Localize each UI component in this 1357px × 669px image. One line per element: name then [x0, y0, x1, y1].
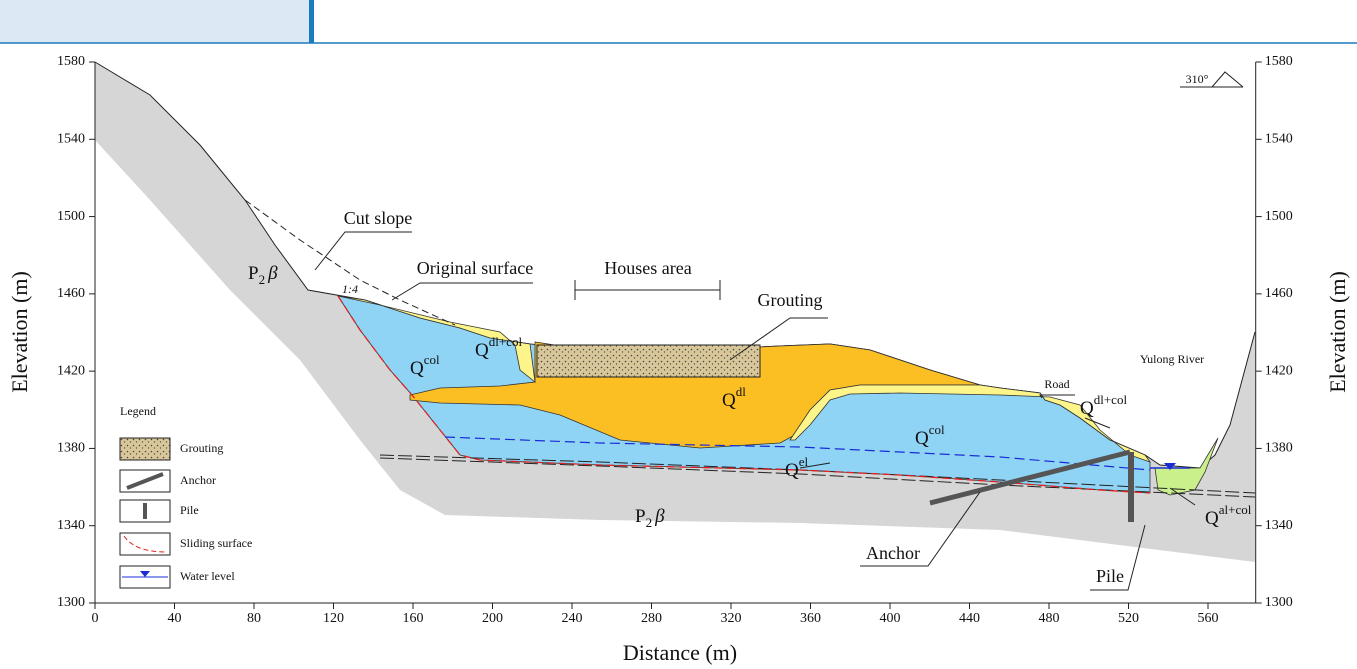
- stratum-base: Q: [722, 390, 736, 411]
- legend-label: Sliding surface: [180, 536, 252, 550]
- x-tick-label: 320: [721, 611, 742, 626]
- annotation: Road: [1044, 377, 1069, 391]
- x-tick-label: 200: [482, 611, 503, 626]
- annotation: Houses area: [604, 258, 691, 278]
- x-tick-label: 480: [1039, 611, 1060, 626]
- annotation: 1:4: [342, 282, 358, 296]
- stratum-greek: β: [654, 506, 665, 527]
- annotation: 310°: [1186, 72, 1209, 86]
- stratum-sup: el: [799, 454, 809, 469]
- y-axis-title: Elevation (m): [7, 271, 32, 393]
- cut-slope-leader: [315, 232, 412, 270]
- x-axis-title: Distance (m): [623, 640, 737, 665]
- x-tick-label: 40: [168, 611, 182, 626]
- stratum-sup: dl+col: [489, 334, 523, 349]
- stratum-sup: col: [929, 422, 945, 437]
- x-tick-label: 120: [323, 611, 344, 626]
- annotation: Cut slope: [344, 208, 413, 228]
- stratum-greek: β: [267, 263, 278, 284]
- annotation: Yulong River: [1140, 352, 1204, 366]
- stratum-sup: dl+col: [1094, 392, 1128, 407]
- y-tick-label: 1500: [57, 209, 85, 224]
- stratum-sup: col: [424, 352, 440, 367]
- stratum-base: Q: [915, 428, 929, 449]
- stratum-label: Qdl+col: [1080, 392, 1127, 419]
- x-tick-label: 160: [403, 611, 424, 626]
- legend-label: Pile: [180, 503, 199, 517]
- annotation: Pile: [1096, 566, 1124, 586]
- legend-label: Grouting: [180, 441, 223, 455]
- original-surface-leader: [392, 283, 533, 300]
- x-tick-label: 0: [92, 611, 99, 626]
- grouting-zone: [537, 345, 760, 377]
- x-tick-label: 440: [959, 611, 980, 626]
- y2-tick-label: 1460: [1265, 286, 1293, 301]
- header-band: [0, 0, 310, 43]
- y2-tick-label: 1500: [1265, 209, 1293, 224]
- x-tick-label: 240: [562, 611, 583, 626]
- section: [95, 62, 1255, 590]
- legend: [120, 438, 170, 588]
- stratum-sub: 2: [259, 272, 266, 287]
- y-tick-label: 1340: [57, 518, 85, 533]
- stratum-base: Q: [410, 358, 424, 379]
- diagram: 0 40 80 120 160 200 240 280 320 360 400 440 480 520 56…: [0, 0, 1357, 669]
- annotation: Grouting: [758, 290, 823, 310]
- pile: [1128, 452, 1134, 522]
- x-tick-label: 280: [641, 611, 662, 626]
- header: [0, 0, 1357, 43]
- x-tick-label: 360: [800, 611, 821, 626]
- legend-pile: [143, 503, 147, 519]
- stratum-base: P: [248, 263, 259, 284]
- y2-tick-label: 1580: [1265, 54, 1293, 69]
- stratum-base: Q: [1205, 508, 1219, 529]
- y-tick-label: 1580: [57, 54, 85, 69]
- y-tick-label: 1420: [57, 363, 85, 378]
- stratum-sup: al+col: [1219, 502, 1252, 517]
- stratum-sup: dl: [736, 384, 747, 399]
- stratum-base: P: [635, 506, 646, 527]
- stratum-base: Q: [475, 340, 489, 361]
- legend-title: Legend: [120, 404, 156, 418]
- y-tick-label: 1380: [57, 441, 85, 456]
- annotation: Anchor: [866, 543, 920, 563]
- legend-label: Water level: [180, 569, 235, 583]
- legend-grouting: [120, 438, 170, 460]
- y2-tick-label: 1420: [1265, 363, 1293, 378]
- y-tick-label: 1460: [57, 286, 85, 301]
- x-tick-label: 560: [1198, 611, 1219, 626]
- x-tick-label: 80: [247, 611, 261, 626]
- houses-bracket: [575, 280, 720, 300]
- x-tick-label: 400: [880, 611, 901, 626]
- y-tick-label: 1540: [57, 132, 85, 147]
- y2-tick-label: 1540: [1265, 132, 1293, 147]
- y2-tick-label: 1300: [1265, 595, 1293, 610]
- y2-axis-title: Elevation (m): [1325, 271, 1350, 393]
- legend-label: Anchor: [180, 473, 216, 487]
- y2-tick-label: 1340: [1265, 518, 1293, 533]
- stratum-sub: 2: [646, 515, 653, 530]
- stratum-base: Q: [1080, 398, 1094, 419]
- header-marker: [309, 0, 314, 43]
- annotation: Original surface: [417, 258, 533, 278]
- stratum-base: Q: [785, 460, 799, 481]
- x-tick-label: 520: [1118, 611, 1139, 626]
- y2-tick-label: 1380: [1265, 441, 1293, 456]
- y-tick-label: 1300: [57, 595, 85, 610]
